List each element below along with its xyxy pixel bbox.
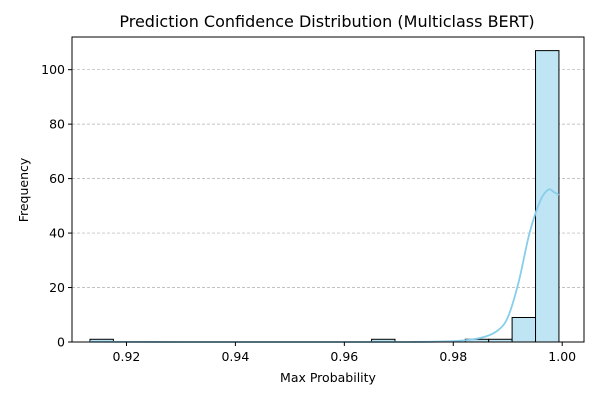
y-axis-ticks: 0 20 40 60 80 100 xyxy=(41,62,72,350)
histogram-bars xyxy=(89,50,560,343)
y-tick-label: 80 xyxy=(49,117,65,132)
histogram-bar xyxy=(511,316,537,343)
y-tick-label: 0 xyxy=(57,335,65,350)
x-tick-label: 0.94 xyxy=(221,349,249,364)
x-axis-label: Max Probability xyxy=(280,370,376,385)
y-axis-label: Frequency xyxy=(16,157,31,222)
x-axis-ticks: 0.92 0.94 0.96 0.98 1.00 xyxy=(113,342,576,364)
plot-frame xyxy=(71,36,585,343)
chart-title: Prediction Confidence Distribution (Mult… xyxy=(119,12,534,31)
y-tick-label: 60 xyxy=(49,171,65,186)
y-tick-label: 100 xyxy=(41,62,65,77)
x-tick-label: 1.00 xyxy=(548,349,576,364)
x-tick-label: 0.96 xyxy=(330,349,358,364)
grid xyxy=(72,69,584,288)
y-tick-label: 20 xyxy=(49,280,65,295)
histogram-bar xyxy=(535,50,560,343)
x-tick-label: 0.92 xyxy=(113,349,141,364)
kde-curve xyxy=(89,188,560,343)
y-tick-label: 40 xyxy=(49,226,65,241)
x-tick-label: 0.98 xyxy=(439,349,467,364)
